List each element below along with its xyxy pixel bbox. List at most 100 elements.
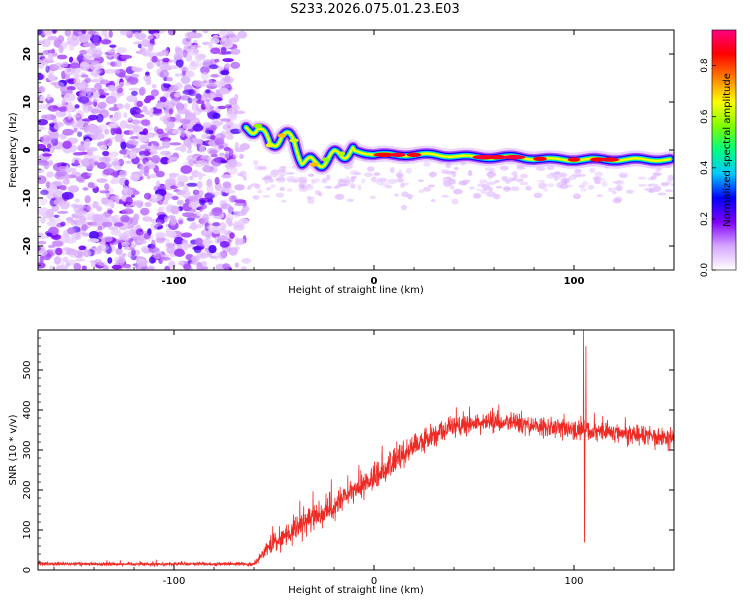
- noise-blob: [135, 109, 144, 113]
- faint-blob: [430, 199, 436, 203]
- noise-blob: [168, 108, 174, 115]
- noise-blob: [180, 130, 186, 138]
- noise-blob: [91, 60, 100, 64]
- colorbar-tick-label: 0.6: [700, 109, 710, 124]
- noise-blob: [74, 159, 79, 167]
- noise-blob: [225, 120, 234, 126]
- noise-blob: [51, 180, 63, 187]
- track-peak: [590, 157, 606, 162]
- faint-blob: [400, 183, 405, 188]
- noise-blob: [229, 232, 235, 239]
- noise-blob: [52, 117, 57, 124]
- faint-blob: [587, 184, 595, 190]
- noise-blob: [80, 74, 89, 78]
- heatmap-x-axis: -100 0 100: [53, 30, 655, 287]
- noise-blob: [89, 71, 100, 76]
- noise-blob: [81, 30, 87, 35]
- noise-blob: [154, 61, 162, 66]
- noise-blob: [196, 252, 209, 259]
- noise-blob: [59, 185, 67, 191]
- faint-blob: [401, 191, 409, 198]
- noise-blob: [100, 39, 112, 45]
- noise-blob: [88, 132, 99, 139]
- noise-blob: [110, 91, 116, 97]
- noise-blob: [90, 47, 103, 51]
- noise-blob: [130, 73, 140, 78]
- faint-blob: [364, 172, 374, 178]
- noise-blob: [211, 80, 223, 87]
- noise-blob: [101, 197, 109, 205]
- noise-blob: [96, 178, 108, 184]
- faint-blob: [638, 184, 647, 187]
- noise-blob: [107, 123, 119, 129]
- faint-blob: [252, 195, 260, 200]
- noise-blob: [221, 35, 228, 42]
- faint-blob: [428, 171, 437, 178]
- noise-blob: [63, 256, 69, 263]
- noise-blob: [196, 173, 207, 177]
- noise-blob: [38, 232, 44, 237]
- noise-blob: [84, 138, 91, 148]
- noise-blob: [211, 120, 216, 124]
- noise-blob: [205, 129, 211, 135]
- noise-blob: [74, 258, 85, 262]
- noise-blob: [53, 81, 65, 89]
- noise-blob: [144, 110, 150, 115]
- noise-blob: [55, 110, 67, 118]
- noise-blob: [153, 250, 163, 260]
- noise-blob: [68, 44, 75, 51]
- noise-blob: [123, 154, 128, 159]
- noise-blob: [62, 128, 74, 136]
- noise-blob: [175, 183, 182, 188]
- chart-title: S233.2026.075.01.23.E03: [290, 2, 460, 17]
- faint-blob: [580, 188, 588, 192]
- noise-blob: [160, 156, 170, 165]
- noise-blob: [167, 159, 173, 164]
- noise-blob: [175, 114, 182, 122]
- noise-blob: [233, 110, 246, 115]
- snr-y-tick-label: 200: [22, 480, 33, 499]
- noise-blob: [86, 87, 92, 97]
- noise-blob: [46, 232, 53, 237]
- heatmap-y-tick-label: -10: [22, 189, 33, 207]
- faint-blob: [525, 185, 532, 191]
- faint-blob: [655, 169, 660, 173]
- faint-blob: [592, 175, 603, 182]
- noise-blob: [184, 31, 195, 39]
- noise-blob: [104, 139, 110, 145]
- faint-blob: [626, 189, 634, 194]
- noise-blob: [135, 32, 147, 40]
- noise-blob: [180, 165, 193, 174]
- noise-blob: [158, 206, 165, 211]
- noise-blob: [74, 83, 86, 89]
- noise-blob: [102, 150, 110, 157]
- heatmap-y-tick-label: 10: [22, 95, 33, 109]
- noise-blob: [67, 227, 76, 235]
- faint-blob: [449, 185, 455, 190]
- noise-blob: [72, 68, 81, 74]
- noise-blob: [221, 174, 232, 179]
- noise-blob: [223, 76, 235, 84]
- noise-blob: [129, 106, 141, 116]
- noise-blob: [133, 125, 144, 133]
- noise-blob: [47, 35, 58, 41]
- noise-blob: [80, 34, 92, 39]
- noise-blob: [38, 64, 41, 69]
- noise-blob: [53, 62, 65, 70]
- colorbar-frame: [711, 29, 737, 271]
- noise-blob: [232, 161, 243, 167]
- noise-blob: [73, 127, 78, 133]
- noise-blob: [114, 133, 123, 143]
- faint-blob: [594, 171, 603, 177]
- noise-blob: [161, 256, 171, 261]
- noise-blob: [184, 112, 197, 121]
- noise-blob: [61, 61, 69, 68]
- noise-blob: [61, 99, 67, 107]
- noise-blob: [148, 265, 156, 270]
- noise-blob: [214, 177, 220, 185]
- faint-blob: [495, 186, 503, 189]
- noise-blob: [39, 197, 48, 206]
- noise-blob: [174, 73, 180, 77]
- noise-blob: [163, 109, 170, 114]
- noise-blob: [202, 30, 209, 34]
